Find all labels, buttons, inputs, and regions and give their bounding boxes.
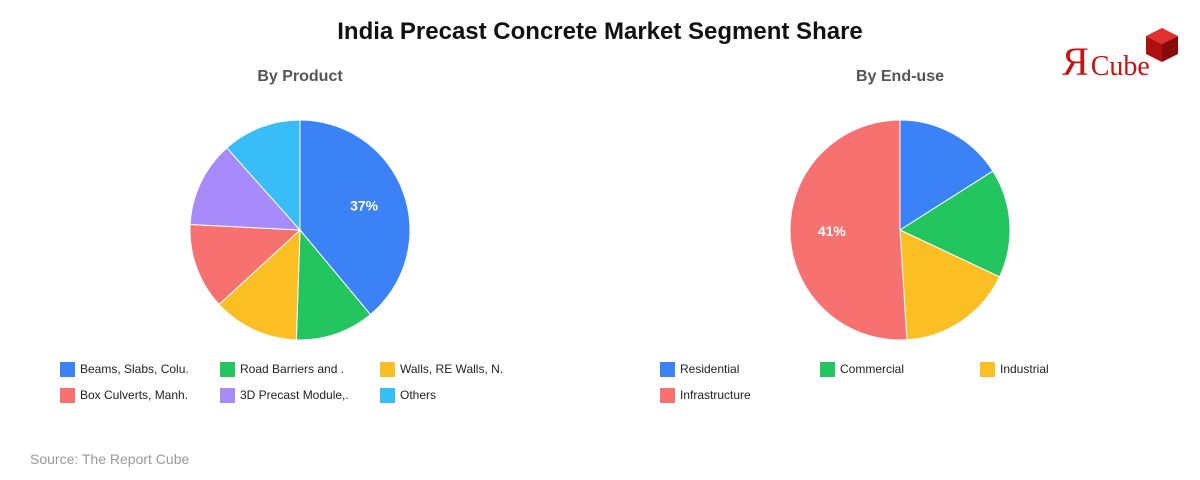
legend-swatch	[60, 387, 75, 403]
logo-mark: Я	[1062, 39, 1089, 84]
legend-label: Others	[400, 388, 437, 402]
product-chart-title: By Product	[257, 68, 343, 85]
pie-slice	[189, 224, 302, 306]
legend-swatch	[380, 387, 395, 403]
pie-slice	[299, 119, 411, 316]
end-use-chart-title: By End-use	[855, 68, 944, 85]
pie-slice	[899, 119, 994, 231]
legend-label: 3D Precast Module,.	[240, 388, 349, 402]
logo-text: ЯCube	[1062, 42, 1150, 82]
cube-icon	[1146, 28, 1178, 62]
legend-label: Infrastructure	[680, 388, 751, 402]
pie-slice	[789, 119, 908, 341]
legend-swatch	[980, 361, 995, 377]
legend-label: Box Culverts, Manh.	[80, 388, 189, 402]
legend-item: 3D Precast Module,.	[220, 386, 349, 404]
pie-slice	[899, 229, 1001, 341]
pie-slice	[226, 119, 301, 232]
pie-slice	[189, 147, 302, 231]
report-cube-logo: ЯCube	[1060, 24, 1180, 84]
legend-item: Others	[380, 386, 436, 404]
slice-data-label: 41%	[818, 223, 847, 239]
legend-item: Industrial	[980, 360, 1049, 378]
legend-swatch	[660, 387, 675, 403]
legend-label: Walls, RE Walls, N.	[400, 362, 504, 376]
legend-label: Industrial	[1000, 362, 1049, 376]
pie-slice	[218, 228, 301, 341]
legend-item: Beams, Slabs, Colu.	[60, 360, 189, 378]
source-note: Source: The Report Cube	[30, 451, 190, 467]
legend-label: Beams, Slabs, Colu.	[80, 362, 189, 376]
legend-label: Residential	[680, 362, 740, 376]
legend-item: Commercial	[820, 360, 904, 378]
logo-word: Cube	[1090, 51, 1150, 82]
end-use-pie-chart: 41%	[789, 119, 1011, 341]
pie-slice	[898, 170, 1011, 278]
legend-swatch	[660, 361, 675, 377]
chart-title: India Precast Concrete Market Segment Sh…	[337, 18, 863, 45]
legend-item: Walls, RE Walls, N.	[380, 360, 503, 378]
legend-swatch	[820, 361, 835, 377]
legend-swatch	[60, 361, 75, 377]
legend-label: Road Barriers and .	[240, 362, 345, 376]
product-pie-chart: 37%	[189, 119, 411, 341]
legend-item: Road Barriers and .	[220, 360, 344, 378]
legend-swatch	[220, 361, 235, 377]
legend-item: Box Culverts, Manh.	[60, 386, 188, 404]
legend-label: Commercial	[840, 362, 905, 376]
slice-data-label: 37%	[350, 197, 379, 213]
legend-item: Infrastructure	[660, 386, 751, 404]
legend-swatch	[380, 361, 395, 377]
pie-slice	[295, 228, 372, 341]
legend-swatch	[220, 387, 235, 403]
legend-item: Residential	[660, 360, 739, 378]
